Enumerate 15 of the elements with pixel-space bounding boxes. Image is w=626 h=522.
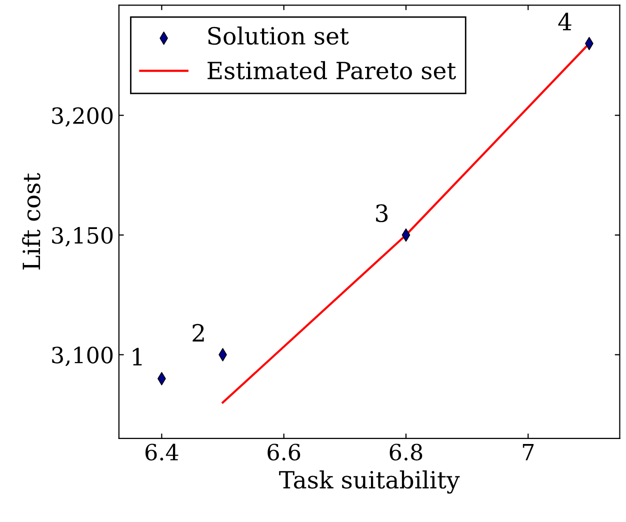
x-tick-label: 6.6	[268, 444, 300, 461]
y-axis-title: Lift cost	[22, 173, 40, 270]
y-tick-label: 3,150	[52, 226, 113, 246]
annotation: 2	[192, 324, 204, 342]
annotation: 3	[376, 204, 388, 222]
annotation: 1	[132, 348, 142, 366]
y-tick-label: 3,100	[52, 346, 113, 366]
y-tick-label: 3,200	[52, 107, 113, 127]
annotation: 4	[558, 12, 572, 30]
x-axis-title: Task suitability	[279, 470, 460, 494]
x-tick-label: 6.8	[390, 444, 422, 461]
x-tick-label: 6.4	[146, 444, 178, 461]
x-tick-label: 7	[522, 444, 534, 460]
legend-label: Estimated Pareto set	[208, 61, 456, 80]
legend-label: Solution set	[208, 26, 349, 45]
